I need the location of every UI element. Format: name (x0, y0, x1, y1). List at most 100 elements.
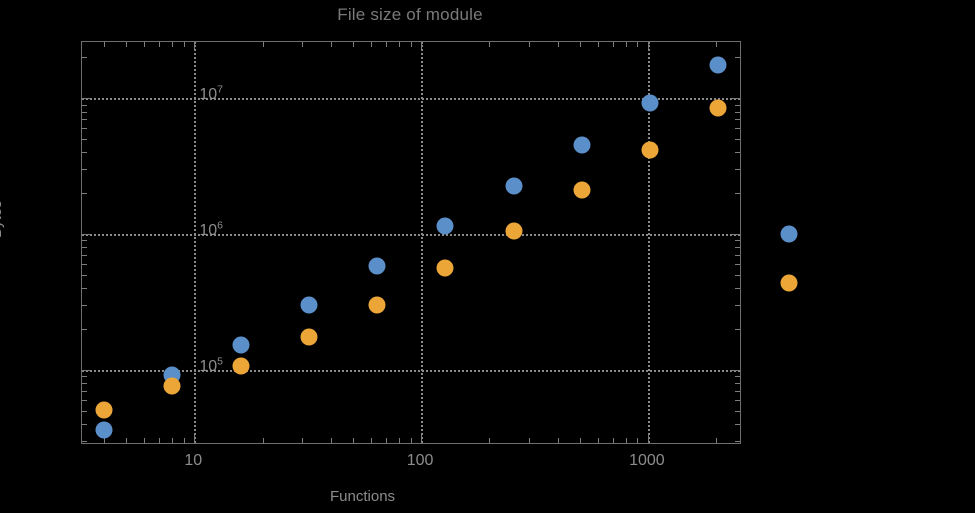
axis-tick-minor (330, 438, 332, 443)
data-point (641, 141, 659, 158)
gridline-vertical (647, 42, 650, 443)
axis-tick-minor (82, 111, 87, 113)
axis-tick-major (194, 434, 196, 443)
axis-tick-minor (82, 305, 87, 307)
axis-tick-minor (262, 438, 264, 443)
axis-tick-minor (612, 42, 614, 47)
axis-tick-minor (735, 57, 740, 59)
y-tick-label: 106 (199, 219, 223, 240)
axis-tick-minor (735, 376, 740, 378)
axis-tick-minor (735, 390, 740, 392)
axis-tick-minor (735, 152, 740, 154)
axis-tick-minor (82, 440, 87, 442)
axis-tick-major (421, 42, 423, 51)
gridline-horizontal (82, 369, 740, 372)
legend-swatch[interactable] (780, 274, 798, 292)
legend-swatch[interactable] (780, 225, 798, 243)
axis-tick-minor (82, 255, 87, 257)
axis-tick-minor (735, 400, 740, 402)
data-point (300, 328, 318, 346)
axis-tick-minor (143, 42, 145, 47)
axis-tick-minor (597, 438, 599, 443)
data-point (95, 401, 113, 419)
axis-tick-minor (82, 288, 87, 290)
axis-tick-minor (352, 42, 354, 47)
axis-tick-major (82, 234, 91, 236)
axis-tick-minor (159, 438, 161, 443)
axis-tick-minor (262, 42, 264, 47)
axis-tick-major (421, 434, 423, 443)
chart-title: File size of module (337, 5, 483, 24)
axis-tick-minor (143, 438, 145, 443)
axis-tick-minor (735, 169, 740, 171)
data-point (163, 377, 181, 395)
axis-tick-minor (385, 438, 387, 443)
axis-tick-major (82, 369, 91, 371)
axis-tick-minor (82, 400, 87, 402)
axis-tick-minor (370, 42, 372, 47)
axis-tick-minor (125, 438, 127, 443)
axis-tick-minor (302, 42, 304, 47)
axis-tick-minor (579, 42, 581, 47)
axis-tick-minor (735, 264, 740, 266)
axis-tick-minor (82, 264, 87, 266)
axis-tick-minor (125, 42, 127, 47)
axis-tick-minor (612, 438, 614, 443)
axis-tick-minor (82, 410, 87, 412)
data-point (436, 259, 454, 277)
axis-tick-minor (735, 128, 740, 130)
data-point (505, 177, 523, 195)
axis-tick-minor (82, 376, 87, 378)
axis-tick-minor (716, 42, 718, 47)
axis-tick-major (647, 42, 649, 51)
data-point (709, 99, 727, 117)
data-point (573, 181, 591, 199)
axis-tick-minor (399, 438, 401, 443)
axis-tick-minor (735, 119, 740, 121)
axis-tick-minor (735, 288, 740, 290)
axis-tick-minor (302, 438, 304, 443)
data-point (641, 94, 659, 112)
axis-tick-minor (735, 255, 740, 257)
y-tick-label: 105 (199, 355, 223, 375)
axis-tick-minor (735, 383, 740, 385)
axis-tick-minor (716, 438, 718, 443)
axis-tick-minor (557, 42, 559, 47)
axis-tick-minor (410, 438, 412, 443)
axis-tick-minor (735, 423, 740, 425)
plot-frame (81, 41, 741, 444)
axis-tick-minor (82, 275, 87, 277)
gridline-vertical (194, 42, 197, 443)
axis-tick-minor (385, 42, 387, 47)
axis-tick-major (731, 369, 740, 371)
axis-tick-major (647, 434, 649, 443)
axis-tick-minor (82, 423, 87, 425)
y-tick-label: 107 (199, 84, 223, 104)
axis-tick-minor (330, 42, 332, 47)
x-tick-label: 10 (184, 452, 203, 469)
axis-tick-minor (82, 57, 87, 59)
axis-tick-minor (735, 329, 740, 331)
axis-tick-minor (489, 438, 491, 443)
axis-tick-minor (172, 438, 174, 443)
axis-tick-minor (529, 438, 531, 443)
x-tick-label: 100 (406, 452, 434, 469)
axis-tick-minor (735, 104, 740, 106)
axis-tick-minor (625, 42, 627, 47)
axis-tick-minor (597, 42, 599, 47)
axis-tick-minor (370, 438, 372, 443)
data-point (232, 336, 250, 354)
axis-tick-minor (735, 440, 740, 442)
axis-tick-major (82, 98, 91, 100)
axis-tick-minor (82, 193, 87, 195)
axis-tick-minor (82, 383, 87, 385)
axis-tick-minor (82, 169, 87, 171)
axis-tick-minor (735, 193, 740, 195)
axis-tick-minor (82, 119, 87, 121)
y-axis-label: Bytes (0, 200, 5, 238)
axis-tick-minor (410, 42, 412, 47)
axis-tick-minor (625, 438, 627, 443)
axis-tick-minor (82, 152, 87, 154)
data-point (709, 56, 727, 74)
